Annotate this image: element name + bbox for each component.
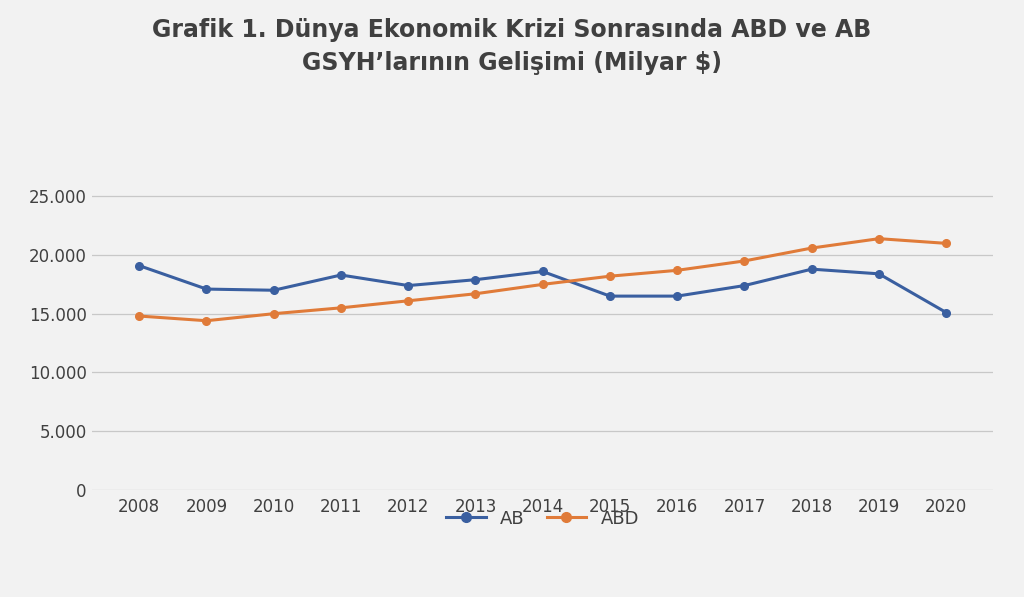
AB: [335, 272, 347, 279]
ABD: [806, 244, 818, 251]
ABD: [604, 273, 616, 280]
Legend: AB, ABD: AB, ABD: [439, 503, 646, 536]
ABD: [872, 235, 885, 242]
AB: [201, 285, 213, 293]
AB: [806, 266, 818, 273]
AB: [604, 293, 616, 300]
Line: AB: AB: [135, 262, 950, 316]
ABD: [537, 281, 549, 288]
ABD: [267, 310, 280, 317]
Line: ABD: ABD: [135, 235, 950, 325]
AB: [267, 287, 280, 294]
AB: [671, 293, 683, 300]
AB: [537, 268, 549, 275]
AB: [738, 282, 751, 289]
AB: [469, 276, 481, 284]
ABD: [738, 257, 751, 264]
ABD: [133, 312, 145, 319]
ABD: [201, 317, 213, 324]
ABD: [402, 297, 415, 304]
AB: [872, 270, 885, 278]
AB: [402, 282, 415, 289]
Text: Grafik 1. Dünya Ekonomik Krizi Sonrasında ABD ve AB
GSYH’larının Gelişimi (Milya: Grafik 1. Dünya Ekonomik Krizi Sonrasınd…: [153, 18, 871, 75]
ABD: [335, 304, 347, 312]
ABD: [671, 267, 683, 274]
ABD: [940, 240, 952, 247]
ABD: [469, 290, 481, 297]
AB: [940, 309, 952, 316]
AB: [133, 262, 145, 269]
